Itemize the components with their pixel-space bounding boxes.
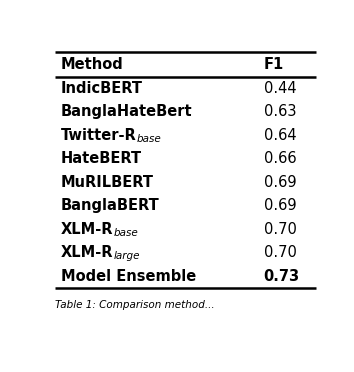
Text: Model Ensemble: Model Ensemble <box>61 269 196 284</box>
Text: HateBERT: HateBERT <box>61 151 142 166</box>
Text: 0.70: 0.70 <box>264 246 297 260</box>
Text: 0.70: 0.70 <box>264 222 297 237</box>
Text: XLM-R: XLM-R <box>61 222 113 237</box>
Text: 0.66: 0.66 <box>264 151 296 166</box>
Text: IndicBERT: IndicBERT <box>61 81 143 96</box>
Text: 0.73: 0.73 <box>264 269 300 284</box>
Text: large: large <box>113 251 140 261</box>
Text: 0.69: 0.69 <box>264 175 296 190</box>
Text: 0.44: 0.44 <box>264 81 296 96</box>
Text: MuRILBERT: MuRILBERT <box>61 175 154 190</box>
Text: 0.69: 0.69 <box>264 198 296 214</box>
Text: base: base <box>136 134 161 144</box>
Text: 0.63: 0.63 <box>264 105 296 119</box>
Text: 0.64: 0.64 <box>264 128 296 143</box>
Text: F1: F1 <box>264 57 284 72</box>
Text: Table 1: Comparison method...: Table 1: Comparison method... <box>55 299 215 310</box>
Text: XLM-R: XLM-R <box>61 246 113 260</box>
Text: BanglaHateBert: BanglaHateBert <box>61 105 192 119</box>
Text: base: base <box>113 228 138 238</box>
Text: Method: Method <box>61 57 124 72</box>
Text: Twitter-R: Twitter-R <box>61 128 136 143</box>
Text: BanglaBERT: BanglaBERT <box>61 198 159 214</box>
